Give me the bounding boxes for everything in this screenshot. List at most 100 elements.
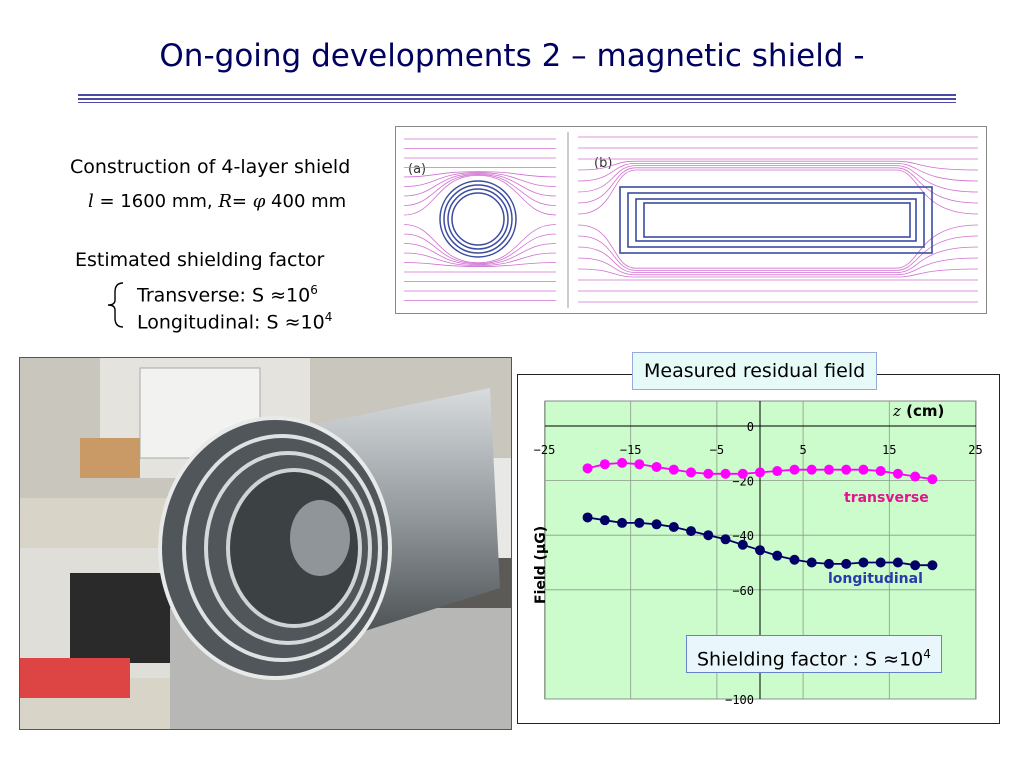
figure-label-b: (b) [594,156,612,171]
x-tick-label: 15 [882,443,896,457]
y-tick-label: −40 [732,529,754,543]
shielding-factor-box: Shielding factor : S ≈104 [686,635,942,673]
data-series [582,457,938,571]
longitudinal-point [686,526,697,537]
transverse-point [617,457,628,468]
longitudinal-factor: Longitudinal: S ≈104 [137,310,332,333]
field-line-b [577,167,979,204]
longitudinal-point [599,515,610,526]
longitudinal-point [789,554,800,565]
x-axis-label: z (cm) [892,402,944,420]
longitudinal-point [927,560,938,571]
x-tick-label: 5 [799,443,806,457]
factor-heading: Estimated shielding factor [75,249,325,271]
longitudinal-point [668,522,679,533]
slide-title: On-going developments 2 – magnetic shiel… [159,38,865,74]
transverse-point [582,463,593,474]
field-line-a [403,174,557,206]
field-line-a [403,243,557,266]
longitudinal-factor-exponent: 4 [324,310,333,324]
x-axis-label-unit: (cm) [901,402,944,420]
field-line-b [577,257,979,276]
radius-value: 400 mm [265,191,347,212]
longitudinal-point [582,512,593,523]
transverse-point [686,467,697,478]
longitudinal-point [910,560,921,571]
brace-icon [107,282,124,328]
transverse-point [599,459,610,470]
dimensions-text: l = 1600 mm, R= φ 400 mm [88,191,346,212]
transverse-point [737,468,748,479]
phi-symbol: φ [252,191,266,212]
longitudinal-point [651,519,662,530]
x-tick-label: −15 [620,443,642,457]
transverse-factor: Transverse: S ≈106 [137,283,318,306]
shield-layer-b [619,186,933,254]
shield-layer-a [439,180,517,258]
transverse-point [927,474,938,485]
shield-photo-svg [20,358,511,729]
longitudinal-point [841,558,852,569]
y-tick-label: −20 [732,475,754,489]
x-tick-label: 25 [968,443,982,457]
field-line-b [577,165,979,193]
longitudinal-point [823,558,834,569]
field-line-b [577,268,979,278]
longitudinal-point [634,517,645,528]
radius-equals: = [231,191,253,212]
title-rule-top [78,94,956,96]
longitudinal-point [737,539,748,550]
transverse-point [875,466,886,477]
y-tick-label: −100 [725,693,754,707]
shielding-factor-exponent: 4 [923,647,931,661]
longitudinal-point [892,557,903,568]
tick-labels: 0 −20 −40 −60 −100 −25 −15 −5 5 15 25 [534,420,983,707]
title-rule-middle [78,98,956,100]
y-tick-label: 0 [747,420,754,434]
radius-symbol: R [218,191,232,212]
longitudinal-point [703,530,714,541]
longitudinal-point [617,517,628,528]
field-line-a [403,172,557,187]
longitudinal-point [772,550,783,561]
field-simulation-svg: (a) (b) [403,132,979,308]
field-line-a [403,233,557,265]
transverse-point [910,471,921,482]
transverse-point [789,464,800,475]
shield-layer-a [443,184,513,254]
field-line-a [403,252,557,267]
longitudinal-point [720,534,731,545]
figure-label-a: (a) [408,162,426,177]
longitudinal-point [875,557,886,568]
shield-interior-b [652,207,902,233]
y-axis-label: Field (μG) [533,526,549,604]
shield-layer-b [627,192,925,248]
panel-title: Measured residual field [632,352,878,390]
transverse-point [772,466,783,477]
transverse-point [668,464,679,475]
field-line-a [403,174,557,216]
transverse-point [720,468,731,479]
longitudinal-series-label: longitudinal [828,571,923,587]
transverse-point [806,464,817,475]
shield-layer-a [451,192,505,246]
shielding-factor-text: Shielding factor : S ≈10 [697,648,924,671]
field-line-a [403,171,557,178]
transverse-factor-text: Transverse: S ≈10 [137,284,311,307]
transverse-point [892,468,903,479]
shield-layer-a [447,188,509,250]
shield-photo [19,357,512,730]
transverse-series-label: transverse [844,490,929,506]
field-line-b [577,160,979,171]
transverse-point [634,459,645,470]
x-axis-label-symbol: z [892,402,901,420]
field-line-b [577,224,979,269]
length-value: = 1600 mm, [93,191,219,212]
transverse-point [703,468,714,479]
longitudinal-factor-text: Longitudinal: S ≈10 [137,311,325,334]
longitudinal-point [858,557,869,568]
field-line-b [577,169,979,215]
transverse-point [858,464,869,475]
length-symbol: l [88,191,94,212]
field-line-b [577,163,979,182]
